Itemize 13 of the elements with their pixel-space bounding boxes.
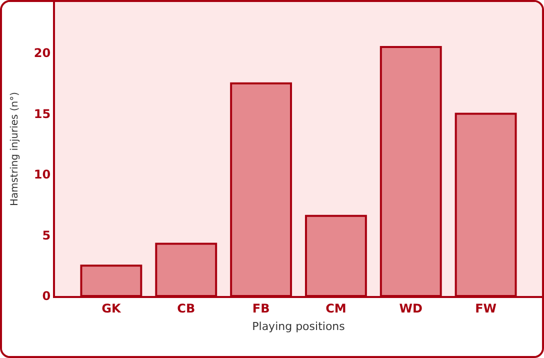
x-tick-label: CB: [177, 301, 196, 316]
y-tick-label: 15: [34, 106, 51, 121]
y-tick-label: 20: [34, 46, 51, 60]
y-tick-label: 0: [42, 289, 51, 304]
x-tick-label: FW: [475, 301, 497, 316]
x-axis-title: Playing positions: [252, 320, 346, 334]
x-tick-label: WD: [399, 301, 423, 316]
y-tick-label: 10: [34, 168, 51, 182]
x-tick-label: FB: [252, 301, 270, 316]
x-tick-label: GK: [102, 301, 122, 316]
y-tick-label: 5: [42, 228, 51, 242]
y-axis-title: Hamstring injuries (n°): [9, 92, 20, 206]
x-tick-label: CM: [326, 301, 346, 316]
